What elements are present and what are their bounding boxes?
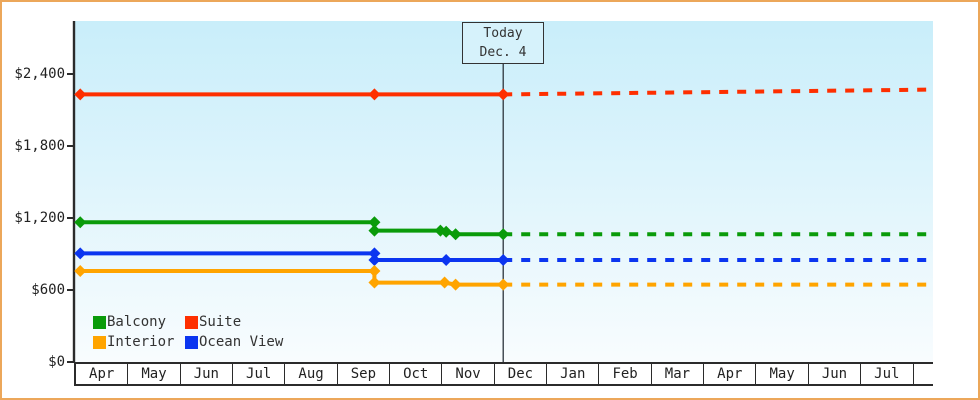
y-axis-label: $600 <box>31 282 65 298</box>
y-axis-label: $0 <box>48 354 65 370</box>
interior-swatch-icon <box>93 335 106 349</box>
month-cell-mar: Mar <box>651 364 705 384</box>
y-axis-label: $2,400 <box>14 66 65 82</box>
legend-label: Ocean View <box>199 334 284 350</box>
month-cell-sep: Sep <box>337 364 391 384</box>
month-cell-feb: Feb <box>599 364 652 384</box>
y-axis-label: $1,200 <box>14 210 65 226</box>
legend-label: Balcony <box>107 314 167 330</box>
x-axis-month-band: Apr May Jun Jul Aug Sep Oct Nov Dec Jan Feb Mar Apr M… <box>74 362 933 386</box>
today-marker-box: Today Dec. 4 <box>462 22 544 64</box>
legend-label: Interior <box>107 334 175 350</box>
legend-item-ocean-view: Ocean View <box>185 335 283 349</box>
legend-item-interior: Interior <box>93 335 185 349</box>
month-cell-jun: Jun <box>808 364 862 384</box>
month-cell-dec: Dec <box>494 364 548 384</box>
month-cell-partial <box>913 364 933 384</box>
month-cell-oct: Oct <box>390 364 443 384</box>
month-cell-jan: Jan <box>547 364 600 384</box>
month-cell-jul: Jul <box>861 364 914 384</box>
month-cell-nov: Nov <box>442 364 495 384</box>
month-cell-apr: Apr <box>704 364 757 384</box>
suite-swatch-icon <box>185 315 198 329</box>
today-label: Today <box>483 25 523 41</box>
month-cell-apr: Apr <box>76 364 129 384</box>
legend: Balcony Suite Interior Ocean View <box>93 315 283 349</box>
month-cell-aug: Aug <box>285 364 338 384</box>
today-date: Dec. 4 <box>479 45 527 60</box>
balcony-swatch-icon <box>93 315 106 329</box>
month-cell-jul: Jul <box>233 364 286 384</box>
month-cell-may: May <box>128 364 181 384</box>
legend-item-suite: Suite <box>185 315 283 329</box>
plot-area <box>75 21 933 362</box>
y-axis-label: $1,800 <box>14 138 65 154</box>
legend-item-balcony: Balcony <box>93 315 185 329</box>
legend-label: Suite <box>199 314 242 330</box>
month-cell-jun: Jun <box>180 364 234 384</box>
month-cell-may: May <box>756 364 809 384</box>
ocean-view-swatch-icon <box>185 335 198 349</box>
